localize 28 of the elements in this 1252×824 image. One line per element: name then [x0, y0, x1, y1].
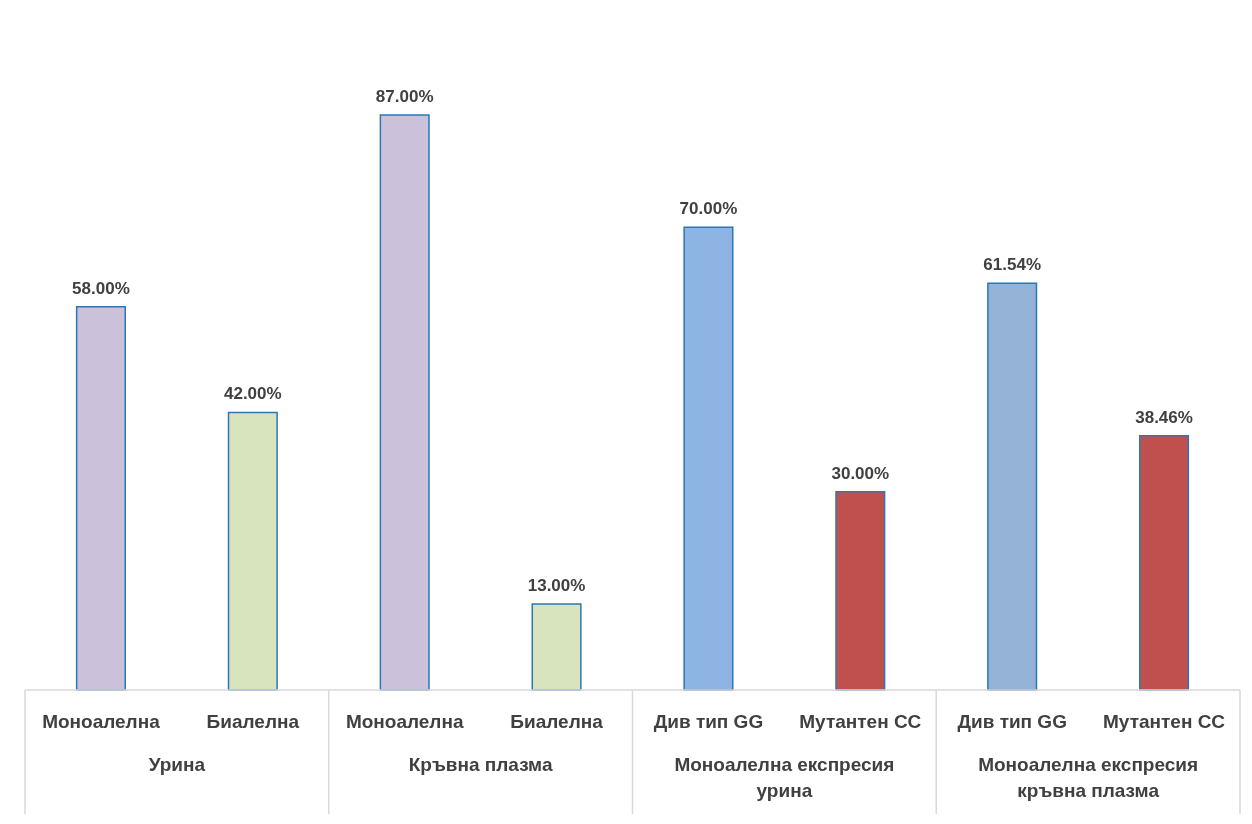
bar — [227, 411, 278, 691]
text: Моноалелна експресия урина — [674, 754, 895, 801]
x-tick-label: Моноалелна — [345, 711, 464, 732]
data-label: 70.00% — [679, 199, 738, 219]
data-label: 42.00% — [223, 384, 282, 404]
bar — [835, 490, 886, 691]
data-label: 58.00% — [72, 278, 130, 298]
x-tick-label: Мутантен CC — [1103, 711, 1226, 732]
text: Урина — [148, 754, 206, 775]
x-tick-label: Биалелна — [510, 711, 604, 732]
x-tick-label: Мутантен CC — [799, 711, 922, 732]
bar — [1139, 435, 1190, 691]
data-label: 38.46% — [1135, 407, 1193, 427]
bar — [379, 114, 430, 691]
bar — [531, 603, 582, 691]
x-tick-label: Биалелна — [206, 711, 300, 732]
x-tick-label: Див тип GG — [653, 711, 764, 732]
bar — [75, 305, 126, 691]
data-label: 30.00% — [831, 463, 890, 483]
x-tick-label: Див тип GG — [957, 711, 1067, 732]
x-tick-label: Моноалелна — [42, 711, 161, 732]
data-label: 61.54% — [983, 255, 1042, 275]
bar — [683, 226, 734, 691]
text: Кръвна плазма — [408, 754, 553, 775]
text: Моноалелна експресия кръвна плазма — [978, 754, 1199, 801]
data-label: 87.00% — [375, 87, 434, 106]
data-label: 13.00% — [527, 576, 586, 596]
bar — [987, 282, 1038, 691]
